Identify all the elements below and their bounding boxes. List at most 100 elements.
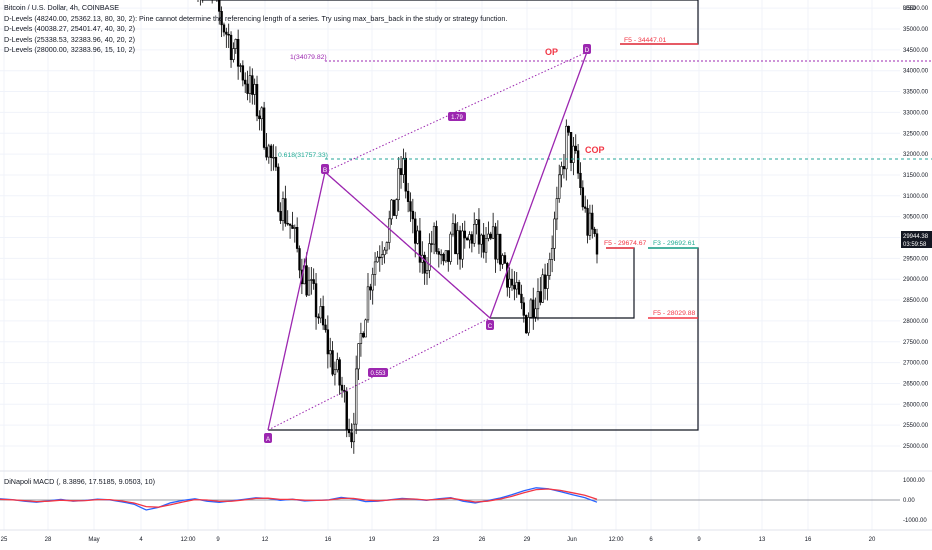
- candle-body: [416, 230, 419, 244]
- candle-body: [236, 39, 240, 67]
- time-tick-label: 28: [45, 537, 52, 543]
- candle-body: [442, 253, 445, 262]
- candle-body: [350, 432, 353, 443]
- candle-body: [395, 199, 398, 216]
- price-tick-label: 35000.00: [903, 27, 929, 33]
- abcd-pattern[interactable]: [267, 51, 588, 431]
- candle-body: [583, 206, 587, 209]
- time-tick-label: 12:00: [608, 537, 624, 543]
- time-tick-label: 13: [759, 537, 766, 543]
- level-label-f5-29674: F5 - 29674.67: [604, 240, 647, 247]
- candle-body: [380, 254, 384, 258]
- point-label-a: A: [264, 433, 272, 443]
- candle-body: [562, 166, 566, 170]
- candle-body: [517, 282, 521, 295]
- candle-body: [468, 234, 471, 241]
- level-label-f5-28029: F5 - 28029.88: [653, 310, 696, 317]
- price-tick-label: 35500.00: [903, 6, 929, 12]
- candle-body: [591, 212, 594, 230]
- candle-body: [388, 218, 391, 243]
- macd-axis: 1000.00 0.00 -1000.00: [903, 478, 927, 524]
- candle-body: [527, 317, 530, 334]
- price-tick-label: 34000.00: [903, 69, 929, 75]
- price-tick-label: 29000.00: [903, 277, 929, 283]
- candle-body: [553, 218, 556, 249]
- abcd-legs: [267, 51, 588, 431]
- candle-body: [529, 299, 533, 318]
- time-tick-label: 12: [262, 537, 269, 543]
- candle-body: [310, 279, 313, 281]
- candle-body: [463, 230, 466, 239]
- candle-body: [569, 132, 573, 163]
- time-axis[interactable]: 25 28 May 4 12:00 9 12 16 19 23 26 29 Jun 12:00 6 9 13 16…: [1, 537, 876, 543]
- indicator-3[interactable]: D-Levels (25338.53, 32383.96, 40, 20, 2): [4, 34, 136, 44]
- candle-body: [383, 249, 386, 256]
- candle-body: [508, 278, 511, 288]
- candle-body: [218, 0, 221, 12]
- candle-body: [321, 306, 325, 326]
- candle-body: [496, 233, 500, 260]
- candle-body: [451, 223, 455, 235]
- currency-label: USD: [903, 6, 916, 12]
- fib-label: 0.618(31757.33): [278, 152, 328, 159]
- time-tick-label: 16: [325, 537, 332, 543]
- time-tick-label: 4: [139, 537, 143, 543]
- candle-body: [324, 324, 327, 331]
- candle-body: [465, 237, 469, 241]
- candle-body: [515, 282, 518, 290]
- candle-body: [437, 251, 441, 255]
- indicator-4[interactable]: D-Levels (28000.00, 32383.96, 15, 10, 2): [4, 45, 136, 54]
- last-price-text: 29944.38: [903, 234, 929, 240]
- candle-body: [373, 261, 377, 275]
- candle-body: [359, 333, 363, 344]
- candle-body: [406, 190, 410, 202]
- time-tick-label: 9: [697, 537, 701, 543]
- candle-body: [260, 107, 263, 120]
- time-tick-label: 20: [869, 537, 876, 543]
- candle-body: [352, 423, 356, 443]
- candle-body: [411, 210, 415, 220]
- time-tick-label: 23: [433, 537, 440, 543]
- candle-body: [576, 150, 580, 174]
- price-tick-label: 26500.00: [903, 381, 929, 387]
- point-label-d: D: [583, 44, 591, 54]
- macd-line: [0, 487, 598, 511]
- candle-body: [281, 198, 285, 221]
- price-tick-label: 32000.00: [903, 152, 929, 158]
- time-tick-label: 6: [649, 537, 653, 543]
- candle-body: [560, 166, 563, 176]
- price-axis[interactable]: 25000.00 25500.00 26000.00 26500.00 27000.00…: [903, 6, 929, 450]
- time-tick-label: 16: [805, 537, 812, 543]
- candle-body: [376, 256, 379, 263]
- candle-body: [253, 84, 256, 95]
- chart-title[interactable]: Bitcoin / U.S. Dollar, 4h, COINBASE: [4, 3, 120, 12]
- indicator-1[interactable]: D-Levels (48240.00, 25362.13, 80, 30, 2)…: [4, 13, 508, 23]
- candle-body: [251, 75, 254, 95]
- op-level-label: 1(34079.82): [290, 54, 327, 61]
- time-tick-label: May: [88, 537, 99, 543]
- candle-body: [484, 238, 488, 253]
- candle-body: [220, 11, 223, 26]
- candle-body: [288, 223, 292, 226]
- candle-body: [409, 201, 412, 212]
- candle-body: [255, 84, 259, 117]
- indicator-2[interactable]: D-Levels (40038.27, 25401.47, 40, 30, 2): [4, 24, 136, 33]
- candle-body: [244, 79, 247, 85]
- candle-body: [520, 293, 523, 304]
- candle-body: [248, 75, 252, 94]
- candle-body: [222, 24, 226, 33]
- candle-body: [418, 230, 422, 263]
- svg-text:A: A: [266, 436, 271, 443]
- candle-body: [404, 157, 407, 192]
- candle-body: [425, 270, 429, 274]
- candle-body: [329, 350, 332, 355]
- candle-body: [555, 198, 559, 220]
- price-tick-label: 28000.00: [903, 319, 929, 325]
- candle-body: [312, 279, 315, 284]
- macd-legend[interactable]: DiNapoli MACD (, 8.3896, 17.5185, 9.0503…: [4, 477, 156, 486]
- candle-body: [503, 255, 507, 264]
- candle-body: [314, 283, 318, 318]
- ratio-label-ac: 0.553: [368, 368, 388, 377]
